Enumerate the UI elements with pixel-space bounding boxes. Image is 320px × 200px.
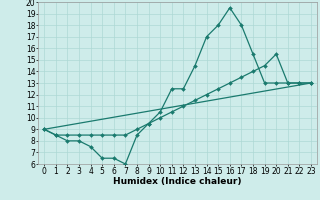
X-axis label: Humidex (Indice chaleur): Humidex (Indice chaleur) bbox=[113, 177, 242, 186]
